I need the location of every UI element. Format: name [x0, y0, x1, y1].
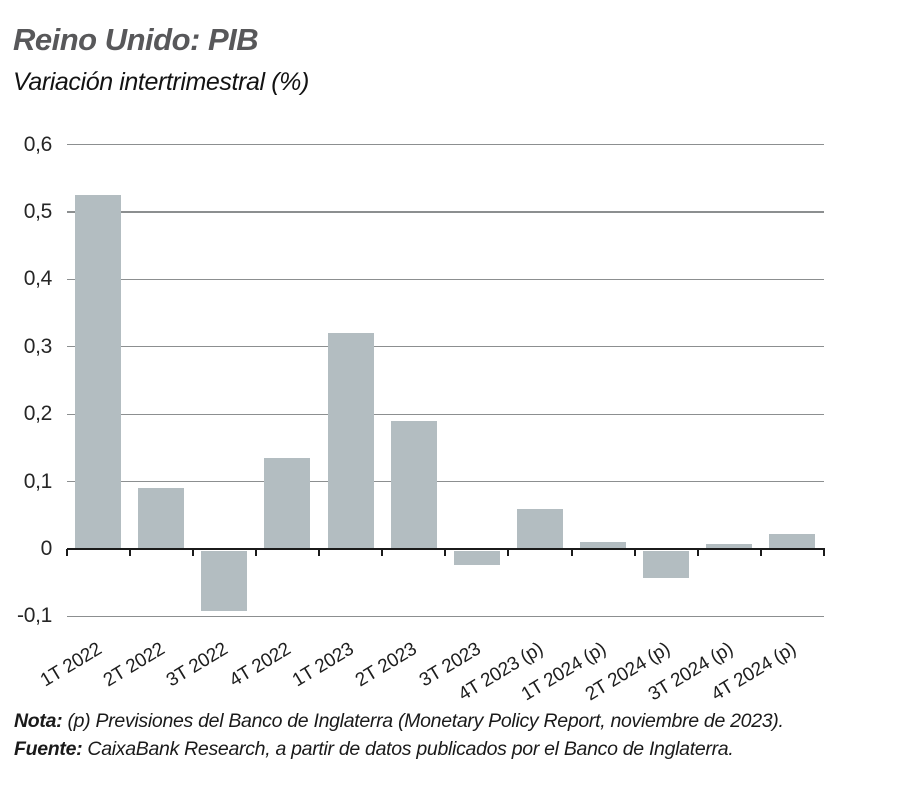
note-label: Nota:	[14, 710, 63, 732]
gridline	[66, 413, 824, 415]
x-tick-label: 1T 2023	[289, 638, 358, 692]
gridline	[66, 615, 824, 618]
x-axis-tick	[191, 549, 194, 556]
y-tick-label: 0,4	[23, 267, 53, 291]
bar	[706, 543, 753, 549]
gridline	[66, 211, 824, 213]
bar	[580, 542, 627, 549]
bar	[769, 534, 816, 549]
x-tick-label: 3T 2022	[162, 638, 232, 692]
x-axis-tick	[570, 549, 573, 556]
bar	[138, 488, 185, 549]
x-axis-tick	[759, 549, 762, 556]
y-tick-label: -0,1	[17, 604, 52, 628]
y-tick-label: 0,5	[23, 200, 53, 223]
source-text: CaixaBank Research, a partir de datos pu…	[82, 737, 734, 760]
x-axis-tick	[444, 549, 447, 556]
gridline	[66, 480, 824, 483]
chart-subtitle: Variación intertrimestral (%)	[13, 68, 309, 96]
bar	[453, 550, 500, 566]
gridline	[66, 278, 824, 281]
footer-notes: Nota: (p) Previsiones del Banco de Ingla…	[14, 708, 784, 763]
note-text: (p) Previsiones del Banco de Inglaterra …	[62, 710, 784, 732]
x-axis-tick	[696, 549, 699, 556]
x-axis-tick	[128, 549, 131, 556]
bar	[390, 420, 437, 549]
note-line: Nota: (p) Previsiones del Banco de Ingla…	[14, 708, 784, 736]
chart-title: Reino Unido: PIB	[13, 22, 259, 57]
x-axis-tick	[507, 549, 510, 556]
gridline	[66, 346, 824, 348]
bar	[643, 550, 690, 579]
y-tick-label: 0,3	[23, 334, 53, 358]
bar	[327, 333, 374, 549]
x-axis-tick	[823, 549, 825, 556]
x-axis-tick	[254, 549, 257, 556]
x-tick-label: 4T 2022	[226, 638, 295, 692]
x-tick-label: 2T 2022	[99, 638, 169, 692]
source-label: Fuente:	[14, 737, 83, 760]
x-axis-tick	[381, 549, 384, 556]
bar	[201, 550, 248, 612]
bar	[516, 508, 563, 549]
bar	[264, 458, 311, 549]
x-axis-tick	[633, 549, 636, 556]
y-tick-label: 0	[40, 537, 53, 560]
source-line: Fuente: CaixaBank Research, a partir de …	[14, 736, 784, 764]
x-tick-label: 1T 2022	[36, 638, 106, 692]
x-axis-tick	[318, 549, 320, 556]
bar	[75, 195, 122, 549]
y-tick-label: 0,2	[23, 402, 53, 426]
y-tick-label: 0,6	[23, 132, 53, 156]
x-tick-label: 2T 2023	[352, 638, 421, 692]
y-tick-label: 0,1	[23, 469, 53, 493]
x-axis-tick	[65, 549, 68, 556]
gridline	[66, 143, 824, 146]
